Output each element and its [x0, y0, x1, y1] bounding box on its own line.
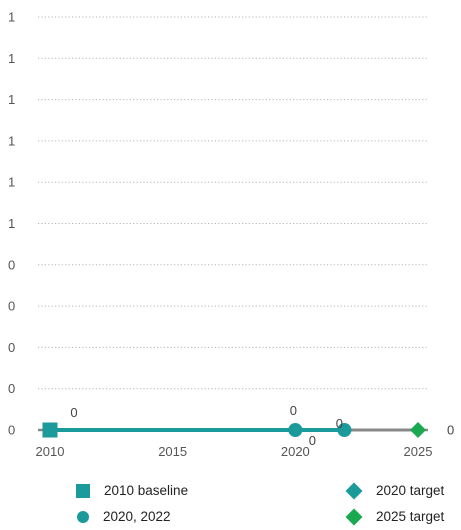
- legend-item-2020-2022: 2020, 2022: [76, 509, 171, 524]
- data-label: 0: [336, 416, 343, 431]
- x-tick-label: 2025: [404, 444, 433, 459]
- data-label: 0: [290, 403, 297, 418]
- x-tick-label: 2020: [281, 444, 310, 459]
- y-tick-label: 0: [8, 423, 15, 438]
- y-tick-label: 0: [8, 257, 15, 272]
- end-value-label: 0: [447, 423, 454, 438]
- diamond-marker-icon: [345, 508, 363, 525]
- legend-label: 2010 baseline: [104, 483, 189, 498]
- series-markers: [42, 422, 426, 438]
- y-tick-label: 0: [8, 381, 15, 396]
- y-tick-label: 1: [8, 10, 15, 25]
- y-tick-label: 1: [8, 51, 15, 66]
- x-tick-label: 2010: [36, 444, 65, 459]
- diamond-marker: [410, 422, 426, 438]
- data-label: 0: [70, 405, 77, 420]
- y-tick-label: 1: [8, 216, 15, 231]
- grid: [38, 16, 428, 390]
- y-tick-label: 0: [8, 299, 15, 314]
- legend-item-2025-target: 2025 target: [345, 508, 445, 525]
- y-tick-label: 0: [8, 340, 15, 355]
- y-tick-label: 1: [8, 92, 15, 107]
- y-tick-label: 1: [8, 175, 15, 190]
- legend-item-2010-baseline: 2010 baseline: [76, 483, 188, 498]
- legend: 2010 baseline 2020, 2022 2020 target 202…: [0, 478, 461, 530]
- legend-label: 2020 target: [376, 483, 445, 498]
- legend-item-2020-target: 2020 target: [345, 482, 445, 499]
- square-marker-icon: [76, 483, 90, 498]
- legend-label: 2025 target: [376, 509, 445, 524]
- data-labels: 0 000: [70, 403, 343, 448]
- circle-marker: [337, 423, 352, 437]
- diamond-marker: [288, 423, 303, 437]
- legend-label: 2020, 2022: [103, 509, 171, 524]
- data-label: 0: [309, 433, 316, 448]
- y-tick-label: 1: [8, 133, 15, 148]
- y-axis-labels: 1 1 1 1 1 1 0 0 0 0 0: [8, 10, 15, 438]
- diamond-marker-icon: [345, 482, 363, 499]
- square-marker: [42, 422, 58, 438]
- x-tick-label: 2015: [158, 444, 187, 459]
- x-axis-labels: 2010 2015 2020 2025: [36, 444, 433, 459]
- circle-marker-icon: [77, 510, 89, 523]
